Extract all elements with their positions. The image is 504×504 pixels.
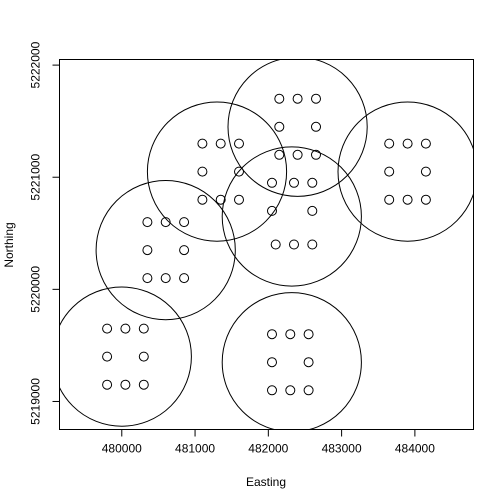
data-point xyxy=(384,194,395,205)
data-point xyxy=(138,379,149,390)
x-axis: 480000 481000 482000 483000 484000 xyxy=(102,429,435,456)
data-point xyxy=(102,351,113,362)
data-point xyxy=(274,121,285,132)
x-tick-label: 480000 xyxy=(102,442,142,456)
y-tick-label: 5219000 xyxy=(29,378,43,425)
data-point xyxy=(179,245,190,256)
data-point xyxy=(142,217,153,228)
buffer-circle xyxy=(95,180,236,321)
data-point xyxy=(303,329,314,340)
data-point xyxy=(420,166,431,177)
data-point xyxy=(234,194,244,205)
data-point xyxy=(285,329,296,340)
data-point xyxy=(197,138,208,149)
data-point xyxy=(303,357,314,368)
data-point xyxy=(402,138,413,149)
y-tick-label: 5221000 xyxy=(29,154,43,201)
data-point xyxy=(215,194,226,205)
data-point xyxy=(267,205,277,216)
data-point xyxy=(274,93,285,104)
data-points xyxy=(102,93,431,396)
data-point xyxy=(102,379,113,390)
data-point xyxy=(384,166,395,177)
data-point xyxy=(120,379,131,390)
data-point xyxy=(267,177,277,188)
data-point xyxy=(142,273,153,284)
data-point xyxy=(138,323,149,334)
data-point xyxy=(160,217,171,228)
data-point xyxy=(292,149,303,160)
data-point xyxy=(234,166,244,177)
data-point xyxy=(179,273,190,284)
data-point xyxy=(197,194,208,205)
y-axis: 5219000 5220000 5221000 5222000 xyxy=(29,41,60,425)
data-point xyxy=(307,239,318,250)
data-point xyxy=(274,149,285,160)
plot-frame xyxy=(59,59,474,430)
data-point xyxy=(303,385,314,396)
data-point xyxy=(267,329,277,340)
y-axis-label: Northing xyxy=(2,222,16,267)
data-point xyxy=(142,245,153,256)
data-point xyxy=(384,138,395,149)
data-point xyxy=(420,138,431,149)
x-tick-label: 481000 xyxy=(175,442,215,456)
data-point xyxy=(160,273,171,284)
x-tick-label: 484000 xyxy=(395,442,435,456)
data-point xyxy=(307,177,318,188)
buffer-circle xyxy=(59,286,192,427)
x-axis-label: Easting xyxy=(246,475,286,489)
data-point xyxy=(197,166,208,177)
y-tick-label: 5220000 xyxy=(29,266,43,313)
x-tick-label: 483000 xyxy=(322,442,362,456)
y-tick-label: 5222000 xyxy=(29,41,43,88)
data-point xyxy=(215,138,226,149)
buffer-circles xyxy=(59,59,474,430)
data-point xyxy=(289,239,299,250)
data-point xyxy=(402,194,413,205)
buffer-circle xyxy=(221,146,362,287)
data-point xyxy=(120,323,131,334)
data-point xyxy=(311,93,321,104)
buffer-circle xyxy=(337,101,474,242)
data-point xyxy=(285,385,296,396)
data-point xyxy=(420,194,431,205)
buffer-circle xyxy=(221,292,362,430)
data-point xyxy=(179,217,190,228)
x-tick-label: 482000 xyxy=(248,442,288,456)
buffer-circle xyxy=(146,101,288,242)
data-point xyxy=(311,121,321,132)
data-point xyxy=(102,323,113,334)
data-point xyxy=(267,357,277,368)
data-point xyxy=(270,239,281,250)
buffer-circle xyxy=(227,59,368,197)
data-point xyxy=(311,149,321,160)
data-point xyxy=(289,177,299,188)
data-point xyxy=(234,138,244,149)
data-point xyxy=(267,385,277,396)
data-point xyxy=(292,93,303,104)
data-point xyxy=(138,351,149,362)
data-point xyxy=(307,205,318,216)
